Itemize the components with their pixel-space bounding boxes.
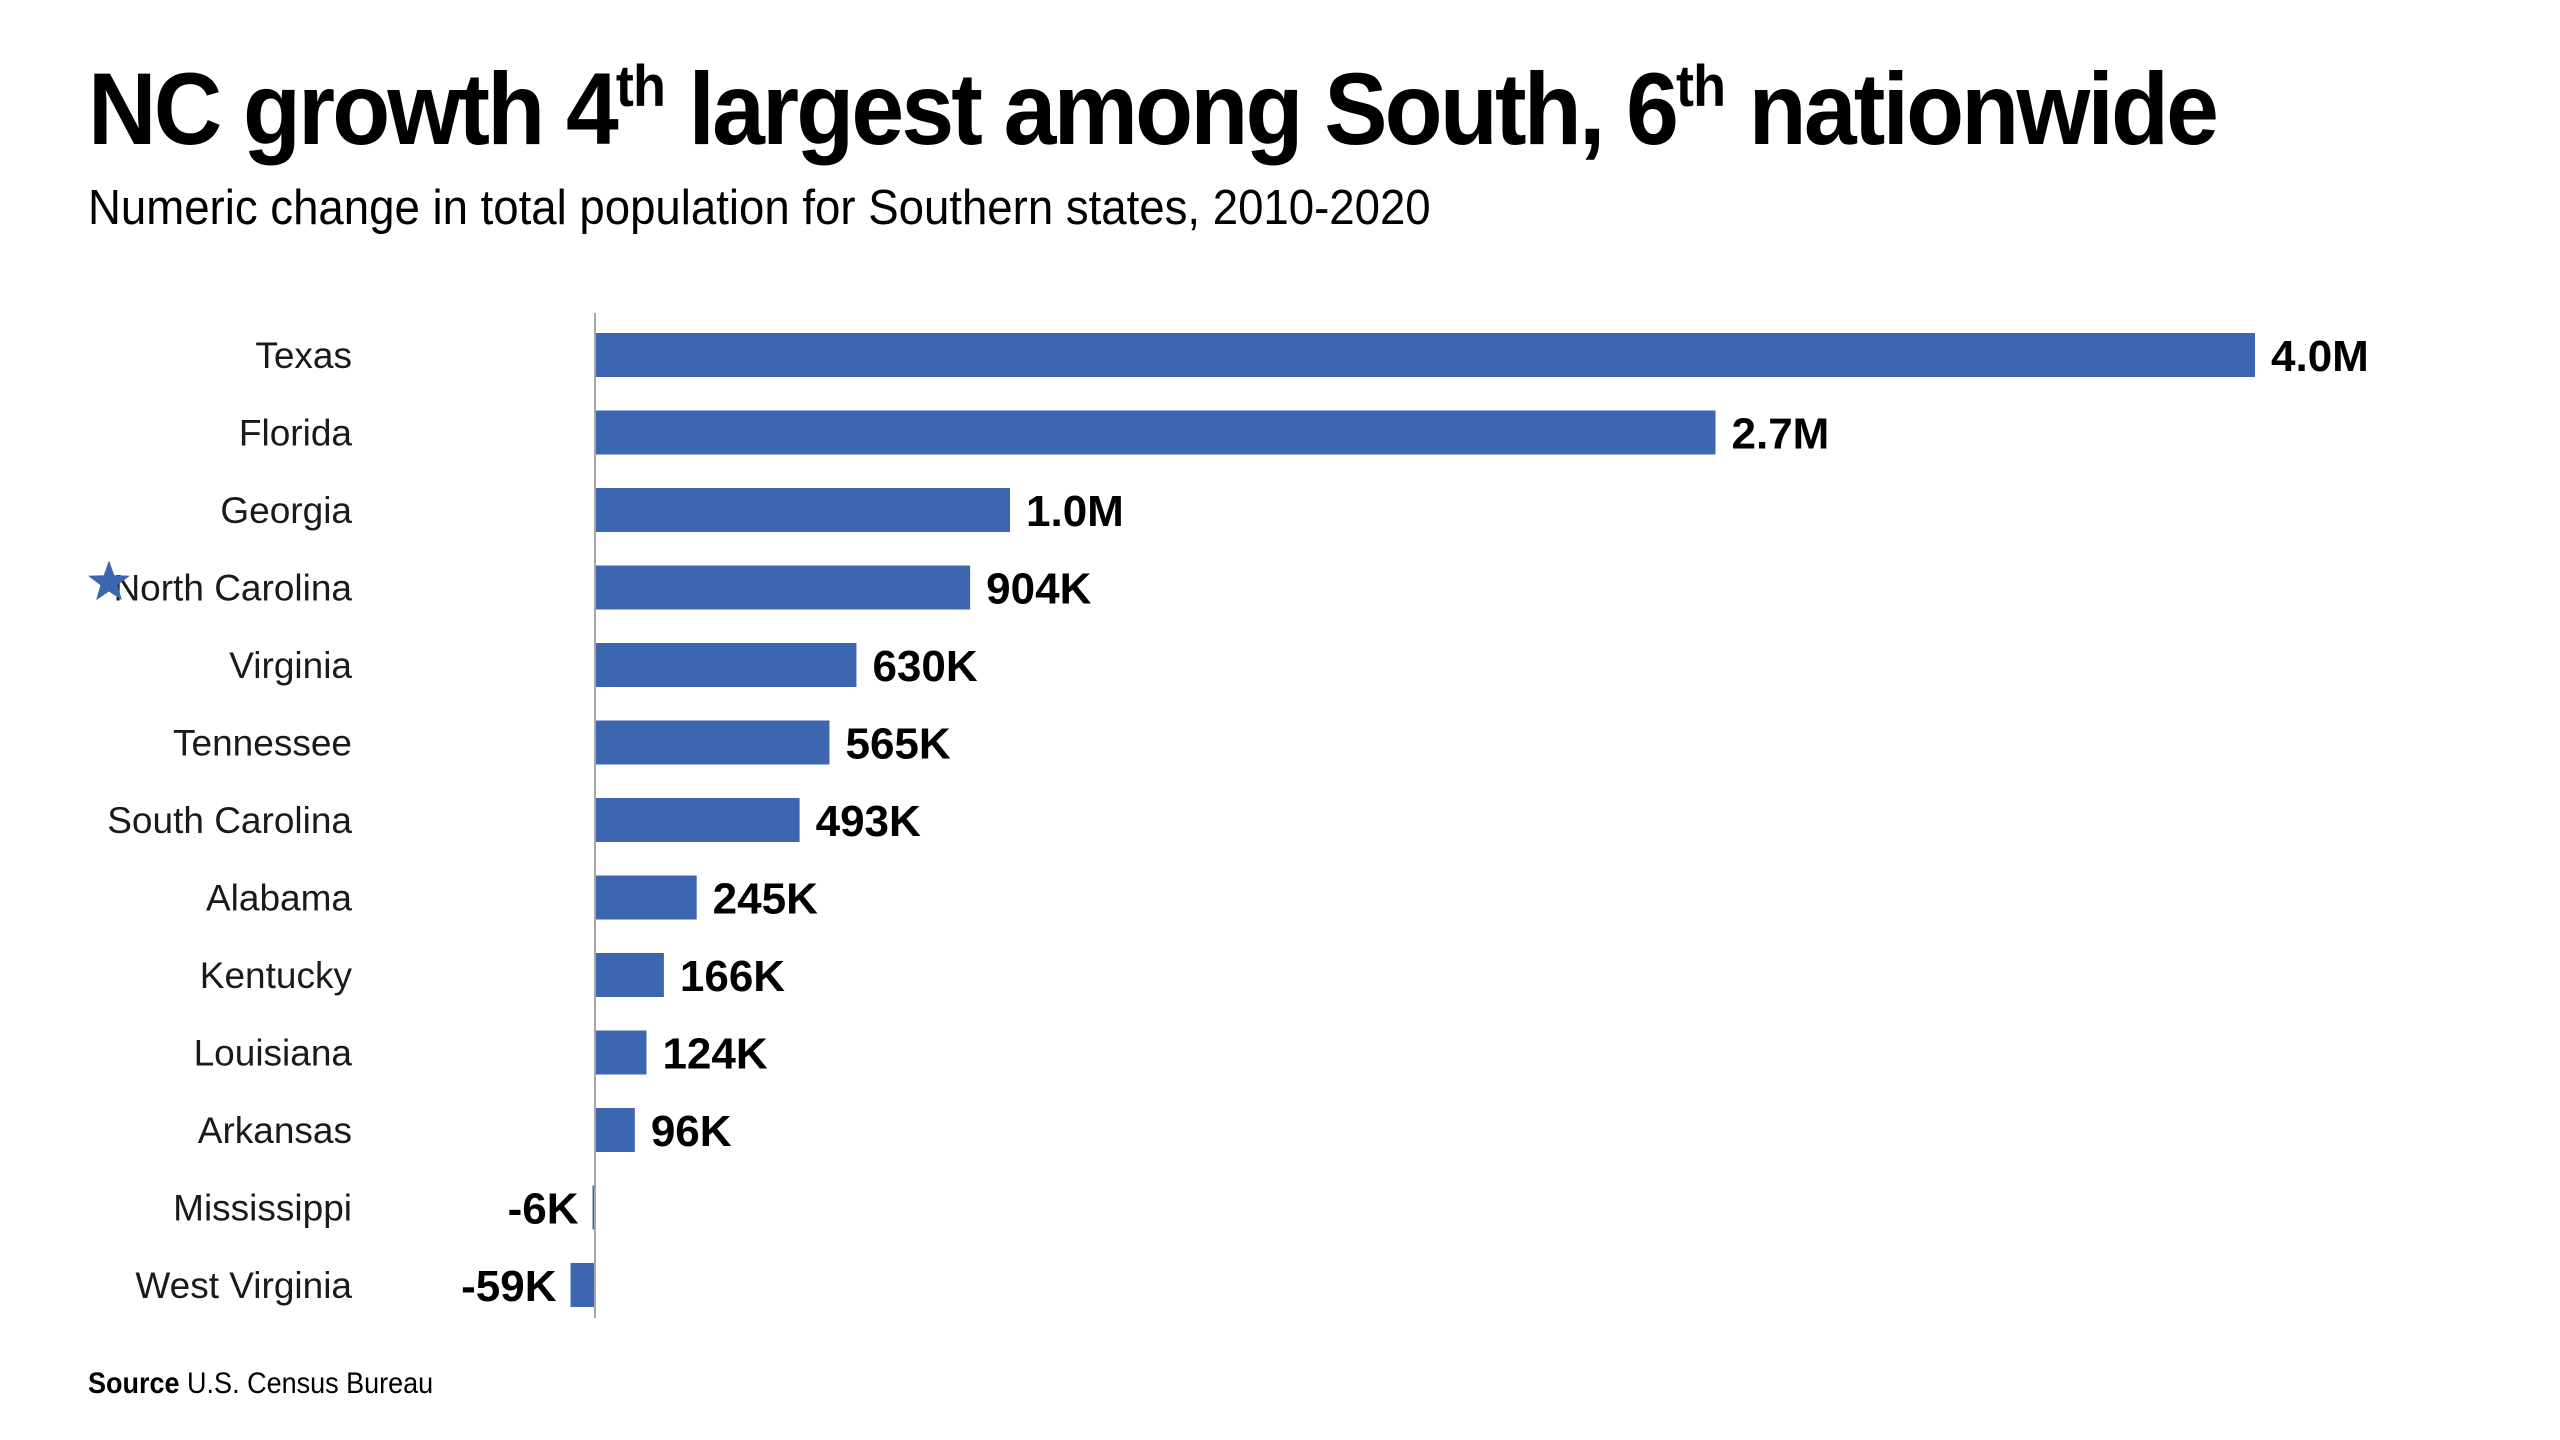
value-label-alabama: 245K	[713, 875, 818, 924]
bar-kentucky	[595, 953, 664, 997]
bar-alabama	[595, 875, 697, 920]
value-label-arkansas: 96K	[651, 1107, 732, 1156]
value-label-louisiana: 124K	[662, 1030, 767, 1079]
category-label-arkansas: Arkansas	[198, 1110, 352, 1151]
value-label-north-carolina: 904K	[986, 565, 1091, 614]
category-label-louisiana: Louisiana	[194, 1033, 353, 1074]
category-label-florida: Florida	[239, 413, 353, 454]
category-label-georgia: Georgia	[220, 490, 352, 531]
category-label-kentucky: Kentucky	[200, 955, 353, 996]
title-part-1: NC growth 4	[88, 52, 619, 166]
bar-tennessee	[595, 720, 830, 765]
title-superscript-2: th	[1676, 54, 1726, 119]
value-label-mississippi: -6K	[508, 1185, 579, 1234]
category-label-virginia: Virginia	[229, 645, 352, 686]
bar-texas	[595, 333, 2255, 377]
bar-west-virginia	[570, 1263, 595, 1307]
bar-georgia	[595, 488, 1010, 532]
title-superscript-1: th	[615, 54, 666, 119]
value-label-west-virginia: -59K	[461, 1262, 557, 1311]
bar-virginia	[595, 643, 857, 687]
source-label: Source	[88, 1367, 180, 1400]
bar-louisiana	[595, 1030, 647, 1075]
value-label-florida: 2.7M	[1732, 410, 1830, 459]
title-part-3: nationwide	[1725, 52, 2219, 166]
category-label-alabama: Alabama	[206, 878, 352, 919]
category-label-south-carolina: South Carolina	[107, 800, 352, 841]
chart-subtitle: Numeric change in total population for S…	[88, 181, 1431, 235]
bar-mississippi	[592, 1185, 595, 1230]
category-label-tennessee: Tennessee	[173, 723, 352, 764]
bar-chart: Texas 4.0M Florida 2.7M Georgia 1.0M North Car…	[88, 313, 2369, 1318]
category-label-west-virginia: West Virginia	[135, 1265, 352, 1306]
star-icon	[88, 560, 130, 601]
bar-south-carolina	[595, 798, 800, 842]
value-label-virginia: 630K	[872, 642, 977, 691]
bar-arkansas	[595, 1108, 635, 1152]
category-label-north-carolina: North Carolina	[113, 568, 352, 609]
value-label-south-carolina: 493K	[816, 797, 921, 846]
value-label-texas: 4.0M	[2271, 332, 2369, 381]
bar-florida	[595, 410, 1716, 455]
title-part-2: largest among South, 6	[664, 52, 1679, 166]
value-label-tennessee: 565K	[845, 720, 950, 769]
chart-title: NC growth 4th largest among South, 6th n…	[88, 44, 2219, 174]
source-note: Source U.S. Census Bureau	[88, 1366, 433, 1402]
value-label-kentucky: 166K	[680, 952, 785, 1001]
bar-north-carolina	[595, 565, 971, 610]
category-label-mississippi: Mississippi	[173, 1188, 352, 1229]
value-label-georgia: 1.0M	[1026, 487, 1124, 536]
source-text: U.S. Census Bureau	[187, 1367, 434, 1400]
category-label-texas: Texas	[255, 335, 352, 376]
